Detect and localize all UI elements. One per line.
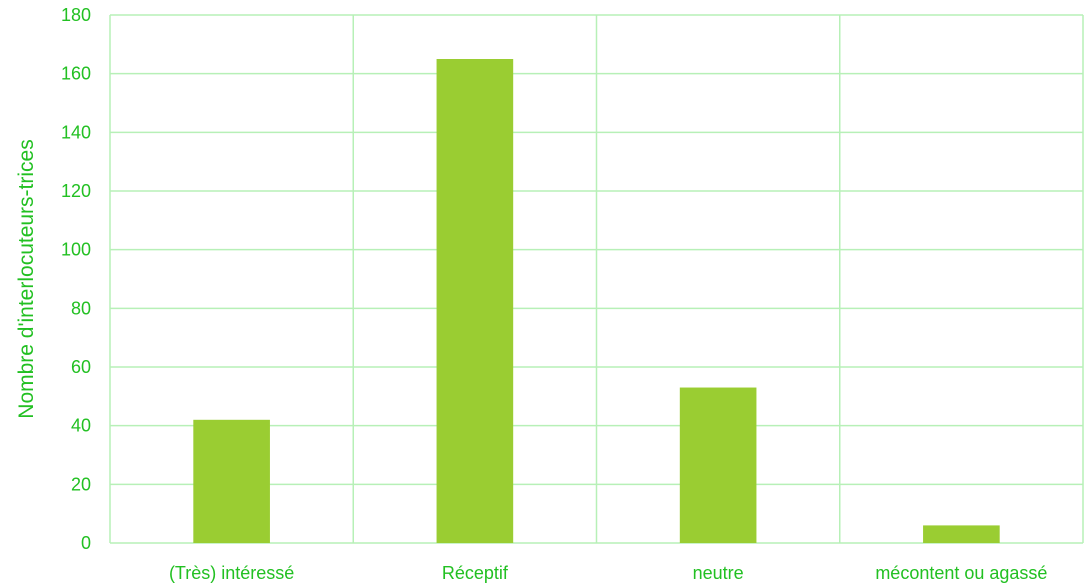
- x-axis-ticks: (Très) intéressé Réceptif neutre mécontent …: [169, 563, 1047, 583]
- y-tick-label: 100: [61, 240, 91, 260]
- bar: [679, 387, 757, 543]
- y-tick-label: 80: [71, 298, 91, 318]
- x-tick-label: (Très) intéressé: [169, 563, 294, 583]
- x-tick-label: Réceptif: [442, 563, 509, 583]
- x-tick-label: mécontent ou agassé: [875, 563, 1047, 583]
- y-axis-ticks: 0 20 40 60 80 100 120 140 160 180: [61, 5, 91, 553]
- bar: [923, 525, 1000, 543]
- y-tick-label: 140: [61, 122, 91, 142]
- x-tick-label: neutre: [693, 563, 744, 583]
- y-tick-label: 60: [71, 357, 91, 377]
- y-axis-title: Nombre d'interlocuteurs-trices: [15, 139, 38, 418]
- y-tick-label: 160: [61, 64, 91, 84]
- y-tick-label: 40: [71, 416, 91, 436]
- bar: [193, 419, 270, 543]
- grid: [109, 14, 1084, 544]
- bar: [436, 59, 514, 543]
- y-tick-label: 180: [61, 5, 91, 25]
- y-tick-label: 120: [61, 181, 91, 201]
- bars: [193, 59, 1000, 543]
- y-tick-label: 20: [71, 474, 91, 494]
- y-tick-label: 0: [81, 533, 91, 553]
